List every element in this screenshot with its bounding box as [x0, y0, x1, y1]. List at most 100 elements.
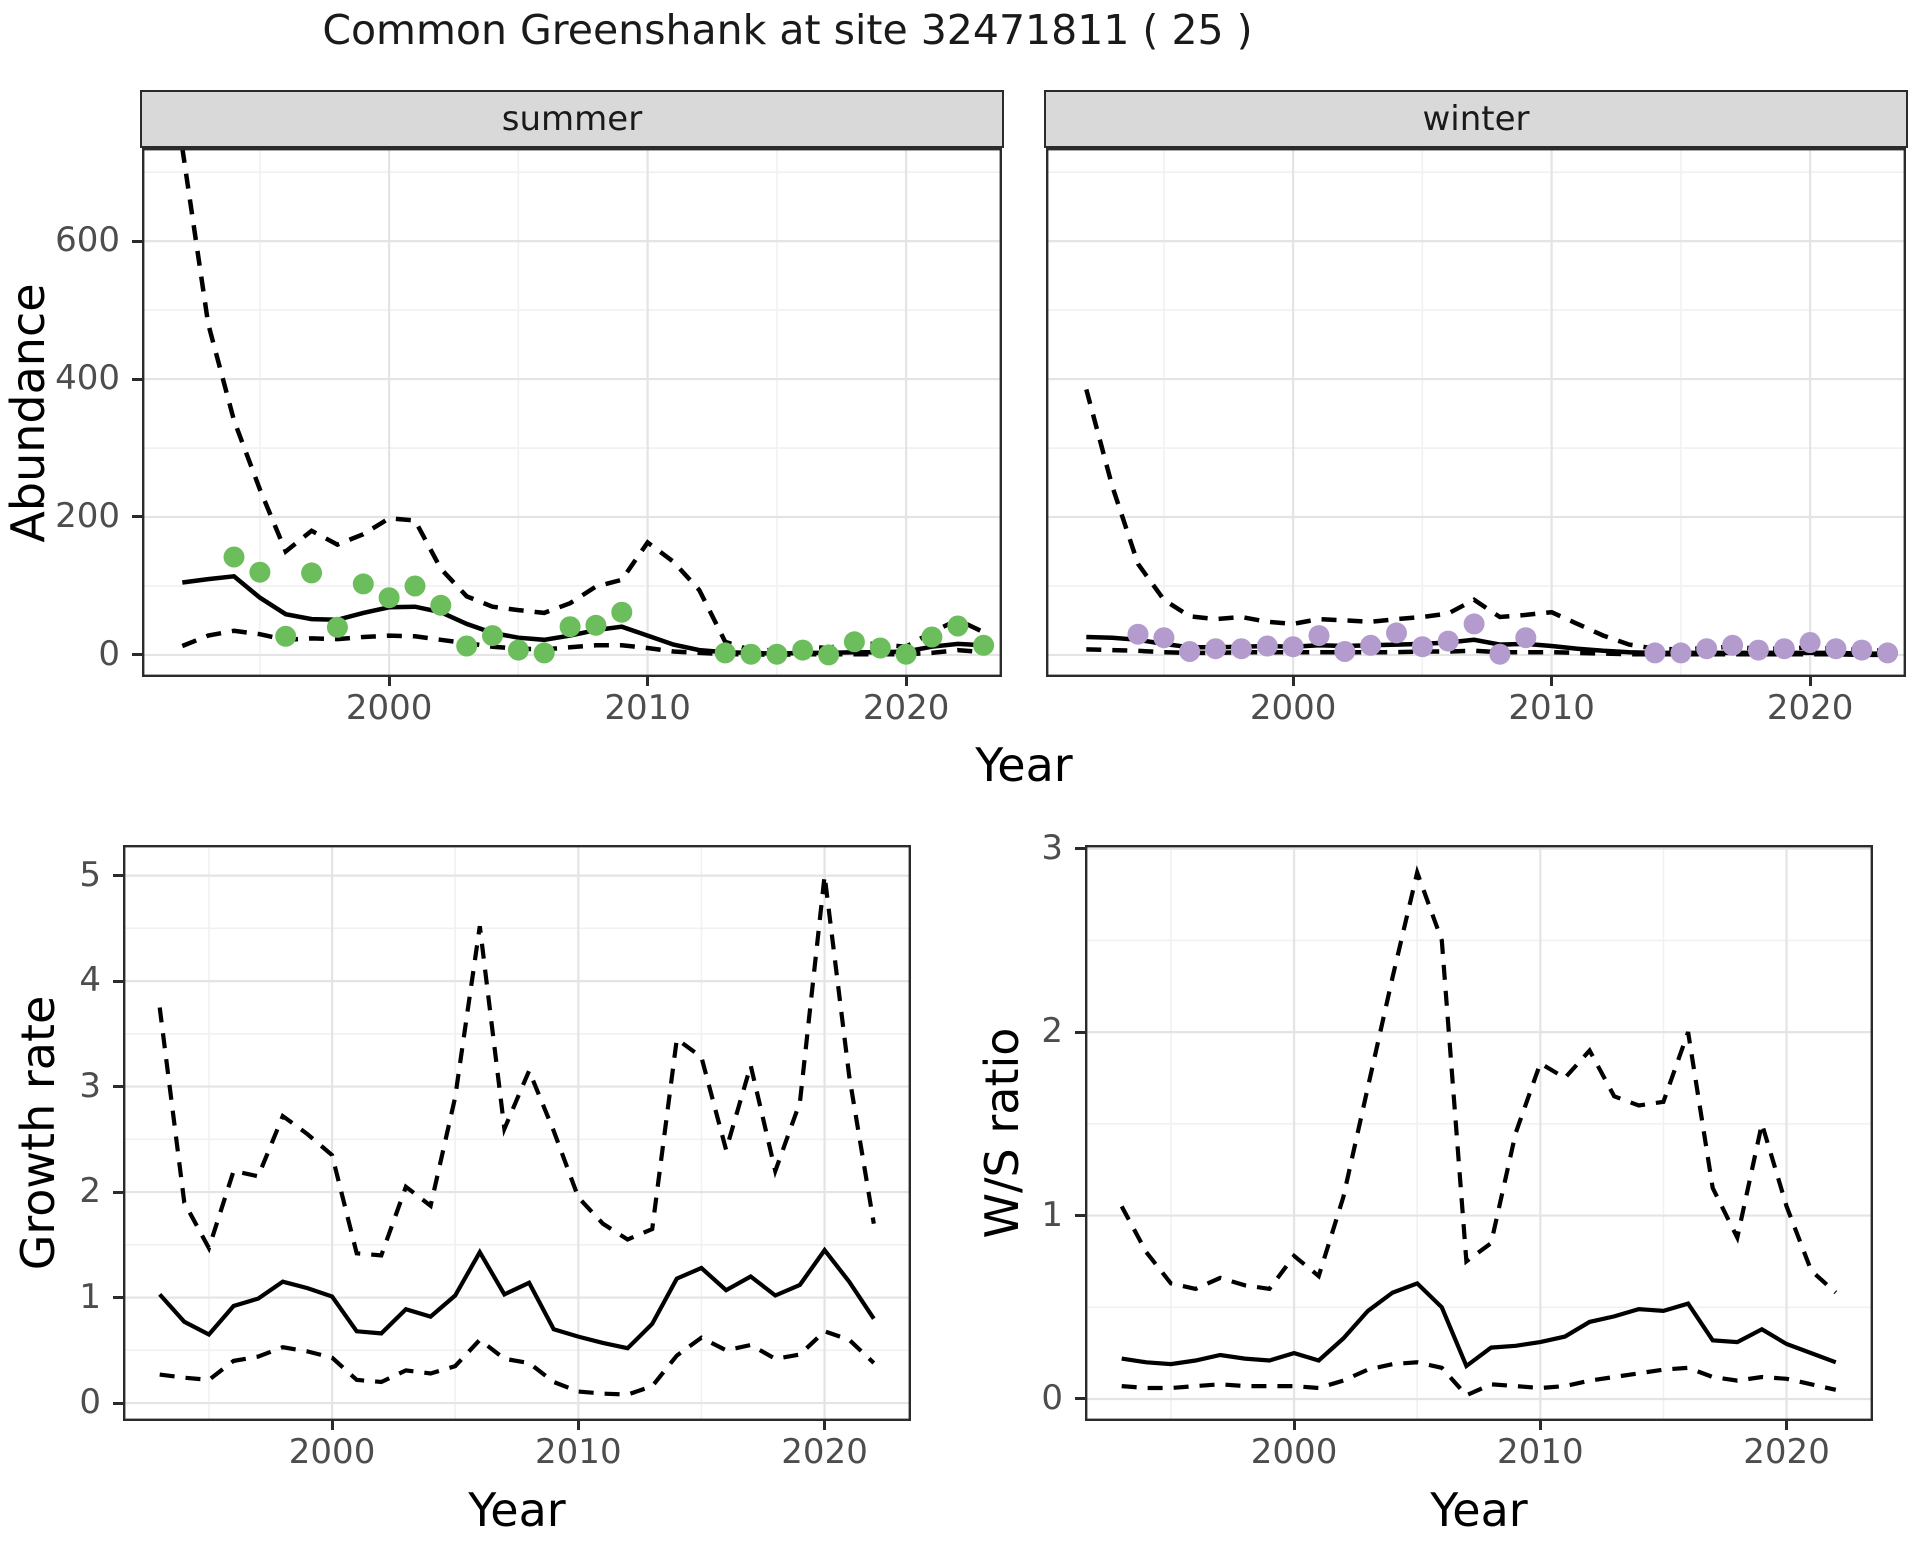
data-point: [1515, 627, 1537, 649]
y-tick-label: 200: [55, 495, 120, 536]
y-tick-label: 0: [79, 1382, 101, 1423]
x-tick-label: 2010: [1508, 688, 1595, 728]
x-tick: [904, 677, 908, 686]
y-tick-label: 3: [79, 1065, 101, 1106]
y-tick: [132, 515, 142, 519]
x-tick: [1292, 1421, 1296, 1430]
facet-strip-winter: winter: [1044, 90, 1908, 148]
x-axis-title-bottom-left-year: Year: [468, 1483, 566, 1537]
data-point: [1489, 643, 1511, 665]
data-point: [533, 642, 555, 664]
x-tick-label: 2020: [1766, 688, 1854, 728]
series-line-lower_ci: [159, 1328, 876, 1397]
data-point: [947, 615, 969, 637]
series-line-mean: [158, 1246, 876, 1351]
data-point: [352, 573, 374, 595]
data-point: [714, 642, 736, 664]
data-point: [1179, 641, 1201, 662]
x-tick-label: 2000: [1250, 1432, 1338, 1472]
data-point: [818, 644, 840, 666]
chart-canvas-abundance_winter: [1046, 148, 1906, 677]
data-point: [973, 634, 995, 656]
data-point: [1722, 634, 1744, 656]
data-point: [585, 614, 607, 636]
series-line-mean: [182, 573, 984, 656]
data-point: [1127, 623, 1149, 645]
x-tick: [1808, 677, 1812, 686]
data-point: [378, 587, 400, 609]
data-point: [404, 575, 426, 597]
data-point: [1334, 641, 1356, 662]
x-tick: [387, 677, 391, 686]
x-tick-label: 2000: [1249, 688, 1337, 728]
y-axis-title-ws-ratio: W/S ratio: [975, 1027, 1029, 1239]
x-tick-label: 2000: [345, 688, 433, 728]
y-tick: [113, 979, 123, 983]
chart-canvas-growth_rate: [123, 845, 911, 1421]
chart-canvas-ws_ratio: [1085, 845, 1873, 1421]
y-tick: [113, 1085, 123, 1089]
data-point: [456, 635, 478, 657]
panel-border: [123, 845, 911, 1421]
data-point: [249, 561, 271, 583]
panel-border: [1085, 845, 1873, 1421]
y-tick: [132, 653, 142, 657]
x-tick-label: 2000: [288, 1432, 376, 1472]
data-point: [1437, 630, 1459, 652]
points-observed_counts_summer: [223, 546, 995, 666]
data-point: [507, 639, 529, 661]
x-tick: [1785, 1421, 1789, 1430]
series-line-upper_ci: [157, 875, 876, 1258]
y-tick: [113, 1190, 123, 1194]
x-tick: [646, 677, 650, 686]
data-point: [792, 639, 814, 661]
x-tick-label: 2020: [1743, 1432, 1830, 1472]
panel-abundance-winter: [1046, 148, 1906, 677]
data-point: [1670, 642, 1692, 664]
y-tick-label: 0: [1041, 1377, 1063, 1418]
y-tick-label: 0: [98, 633, 120, 674]
data-point: [1282, 636, 1304, 658]
panel-growth-rate: [123, 845, 911, 1421]
x-tick: [1538, 1421, 1542, 1430]
data-point: [1308, 625, 1330, 647]
y-tick: [113, 874, 123, 878]
facet-strip-summer: summer: [140, 90, 1004, 148]
y-tick-label: 3: [1041, 827, 1063, 868]
data-point: [326, 616, 348, 638]
panel-border: [142, 148, 1002, 677]
y-tick: [1075, 1030, 1085, 1034]
series-line-lower_ci: [1121, 1360, 1837, 1398]
x-tick-label: 2010: [535, 1432, 622, 1472]
data-point: [430, 594, 452, 616]
y-tick-label: 1: [1041, 1194, 1063, 1235]
data-point: [611, 601, 633, 623]
x-tick: [1550, 677, 1554, 686]
data-point: [1696, 638, 1718, 660]
data-point: [1825, 638, 1847, 660]
facet-strip-summer-label: summer: [501, 99, 643, 139]
data-point: [223, 546, 245, 568]
series-line-mean: [1121, 1280, 1837, 1370]
y-tick-label: 2: [79, 1171, 101, 1212]
data-point: [1360, 634, 1382, 656]
y-tick-label: 600: [55, 220, 120, 261]
plot-title: Common Greenshank at site 32471811 ( 25 …: [322, 6, 1253, 54]
data-point: [275, 625, 297, 647]
data-point: [1851, 639, 1873, 661]
y-tick-label: 5: [79, 854, 101, 895]
y-tick: [113, 1401, 123, 1405]
x-tick-label: 2020: [862, 688, 950, 728]
x-tick-label: 2020: [781, 1432, 868, 1472]
data-point: [1256, 635, 1278, 657]
y-tick-label: 400: [55, 358, 120, 399]
panel-border: [1046, 148, 1906, 677]
x-tick: [330, 1421, 334, 1430]
y-axis-title-abundance: Abundance: [1, 283, 55, 543]
x-tick: [576, 1421, 580, 1430]
data-point: [1153, 627, 1175, 649]
data-point: [1877, 642, 1899, 664]
data-point: [1230, 638, 1252, 660]
data-point: [1799, 632, 1821, 653]
